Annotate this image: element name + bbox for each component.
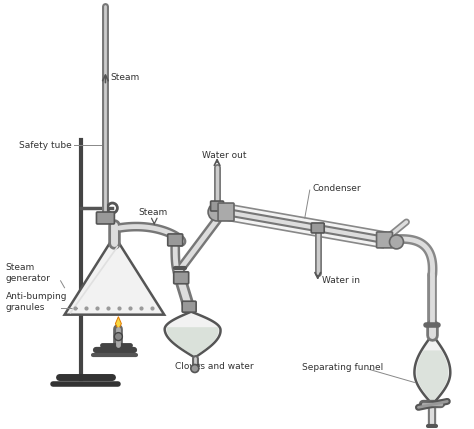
Text: Anti-bumping
granules: Anti-bumping granules: [6, 292, 67, 312]
Polygon shape: [414, 335, 450, 405]
Polygon shape: [225, 204, 386, 248]
Polygon shape: [167, 327, 219, 357]
FancyBboxPatch shape: [210, 201, 224, 211]
FancyBboxPatch shape: [218, 203, 234, 221]
Text: Cloves and water: Cloves and water: [175, 363, 254, 372]
Circle shape: [390, 235, 403, 249]
Circle shape: [208, 203, 226, 221]
Circle shape: [114, 332, 122, 341]
Circle shape: [191, 365, 199, 372]
Text: Water out: Water out: [202, 151, 246, 160]
FancyBboxPatch shape: [376, 232, 392, 248]
FancyBboxPatch shape: [182, 301, 196, 312]
Polygon shape: [64, 243, 164, 315]
Text: Steam
generator: Steam generator: [6, 263, 51, 283]
Text: Condenser: Condenser: [313, 184, 361, 193]
FancyBboxPatch shape: [311, 223, 324, 233]
FancyBboxPatch shape: [173, 272, 189, 284]
Polygon shape: [164, 312, 220, 357]
Text: Steam: Steam: [138, 208, 168, 217]
Polygon shape: [417, 350, 448, 405]
Text: Safety tube: Safety tube: [18, 141, 72, 150]
FancyBboxPatch shape: [96, 212, 114, 224]
Text: Separating funnel: Separating funnel: [302, 363, 383, 372]
Text: Steam: Steam: [110, 73, 140, 82]
FancyBboxPatch shape: [168, 234, 182, 246]
Text: Water in: Water in: [322, 276, 360, 285]
Polygon shape: [115, 317, 121, 329]
